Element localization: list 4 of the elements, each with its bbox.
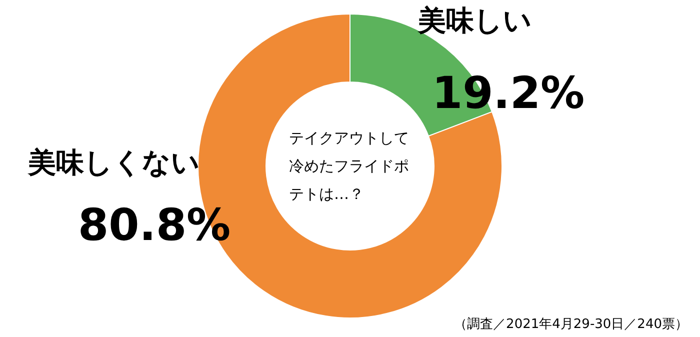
slice-label: 美味しくない	[27, 146, 200, 179]
slice-label: 美味しい	[417, 4, 532, 37]
title: テイクアウトして冷めたフライドポテトは…？	[289, 128, 410, 205]
text: （調査／2021年4月29-30日／240票）	[454, 317, 688, 332]
